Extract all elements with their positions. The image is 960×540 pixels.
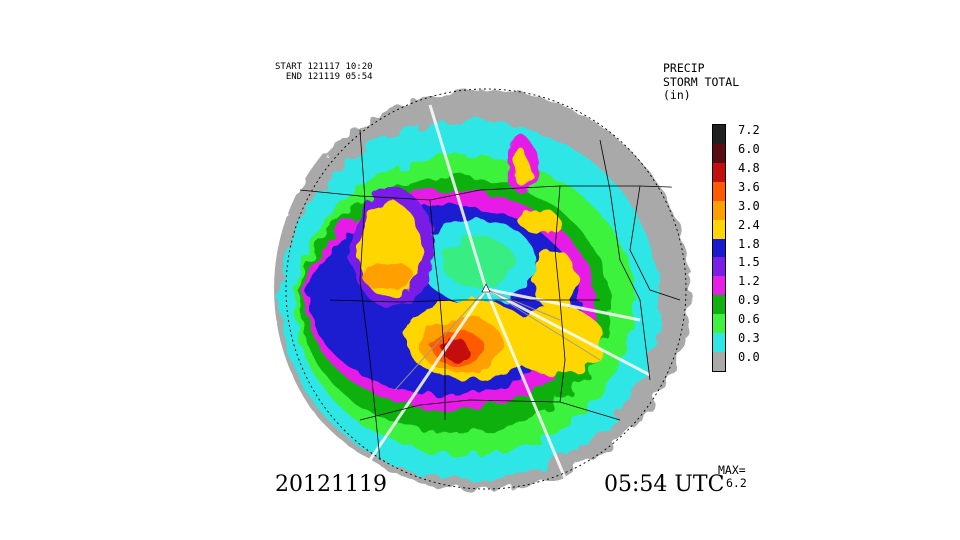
legend-swatch bbox=[713, 238, 725, 258]
legend-tick-label: 0.9 bbox=[738, 293, 760, 308]
legend-tick-label: 0.0 bbox=[738, 350, 760, 365]
color-legend bbox=[712, 124, 726, 372]
legend-swatch bbox=[713, 181, 725, 201]
legend-tick-label: 0.3 bbox=[738, 331, 760, 346]
legend-tick-label: 6.0 bbox=[738, 141, 760, 156]
start-time-label: START 121117 10:20 bbox=[275, 62, 373, 72]
legend-swatch bbox=[713, 276, 725, 296]
title-line-3: (in) bbox=[663, 88, 691, 102]
legend-swatch bbox=[713, 125, 725, 144]
legend-swatch bbox=[713, 333, 725, 353]
precip-field bbox=[274, 90, 698, 491]
legend-tick-label: 3.6 bbox=[738, 179, 760, 194]
legend-tick-label: 2.4 bbox=[738, 217, 760, 232]
legend-swatch bbox=[713, 314, 725, 334]
legend-swatch bbox=[713, 162, 725, 182]
legend-tick-label: 7.2 bbox=[738, 123, 760, 137]
legend-swatch bbox=[713, 295, 725, 315]
max-label: MAX= bbox=[718, 463, 746, 477]
legend-swatch bbox=[713, 257, 725, 277]
end-time-label: END 121119 05:54 bbox=[275, 72, 373, 82]
legend-tick-label: 0.6 bbox=[738, 312, 760, 327]
legend-swatch bbox=[713, 352, 725, 371]
legend-tick-label: 1.2 bbox=[738, 274, 760, 289]
radar-site-icon bbox=[481, 283, 491, 293]
legend-tick-label: 4.8 bbox=[738, 160, 760, 175]
range-rings bbox=[285, 88, 687, 490]
legend-tick-label: 3.0 bbox=[738, 198, 760, 213]
legend-tick-label: 1.5 bbox=[738, 255, 760, 270]
max-value: 6.2 bbox=[726, 476, 747, 490]
max-value-label: MAX= 6.2 bbox=[718, 464, 747, 490]
legend-swatch bbox=[713, 143, 725, 163]
product-title: PRECIP STORM TOTAL (in) bbox=[663, 61, 740, 103]
legend-swatch bbox=[713, 219, 725, 239]
date-label: 20121119 bbox=[275, 472, 387, 497]
time-label: 05:54 UTC bbox=[604, 472, 725, 497]
title-line-2: STORM TOTAL bbox=[663, 74, 740, 89]
legend-tick-label: 1.8 bbox=[738, 236, 760, 251]
legend-swatch bbox=[713, 200, 725, 220]
title-line-1: PRECIP bbox=[663, 61, 705, 75]
